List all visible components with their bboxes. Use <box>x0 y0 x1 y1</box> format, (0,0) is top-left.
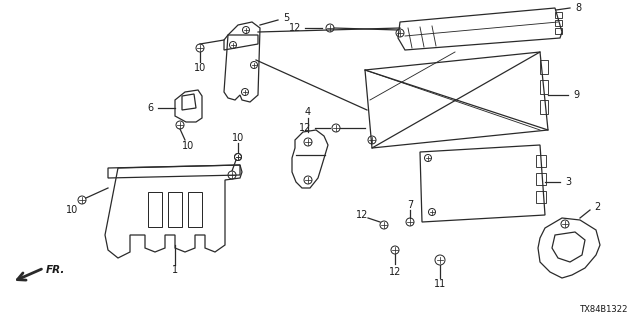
Text: TX84B1322: TX84B1322 <box>580 305 628 314</box>
Text: 4: 4 <box>305 107 311 117</box>
Bar <box>168 192 182 227</box>
Text: 12: 12 <box>356 210 368 220</box>
Text: 9: 9 <box>573 90 579 100</box>
Text: 8: 8 <box>575 3 581 13</box>
Text: 1: 1 <box>172 265 178 275</box>
Bar <box>536 155 546 167</box>
Text: 6: 6 <box>147 103 153 113</box>
Bar <box>540 100 548 114</box>
Bar <box>540 80 548 94</box>
Text: 10: 10 <box>182 141 194 151</box>
Text: 12: 12 <box>299 123 311 133</box>
Bar <box>188 192 202 227</box>
Text: 10: 10 <box>232 133 244 143</box>
Text: 11: 11 <box>434 279 446 289</box>
Text: 12: 12 <box>389 267 401 277</box>
Text: FR.: FR. <box>46 265 65 275</box>
Bar <box>148 192 162 227</box>
Text: 12: 12 <box>289 23 301 33</box>
Text: 2: 2 <box>594 202 600 212</box>
Text: 10: 10 <box>194 63 206 73</box>
Bar <box>555 12 562 18</box>
Bar <box>540 60 548 74</box>
Text: 7: 7 <box>407 200 413 210</box>
Text: 10: 10 <box>66 205 78 215</box>
Bar <box>536 173 546 185</box>
Text: 3: 3 <box>565 177 571 187</box>
Bar <box>555 20 562 26</box>
Text: 5: 5 <box>283 13 289 23</box>
Bar <box>555 28 562 34</box>
Bar <box>536 191 546 203</box>
